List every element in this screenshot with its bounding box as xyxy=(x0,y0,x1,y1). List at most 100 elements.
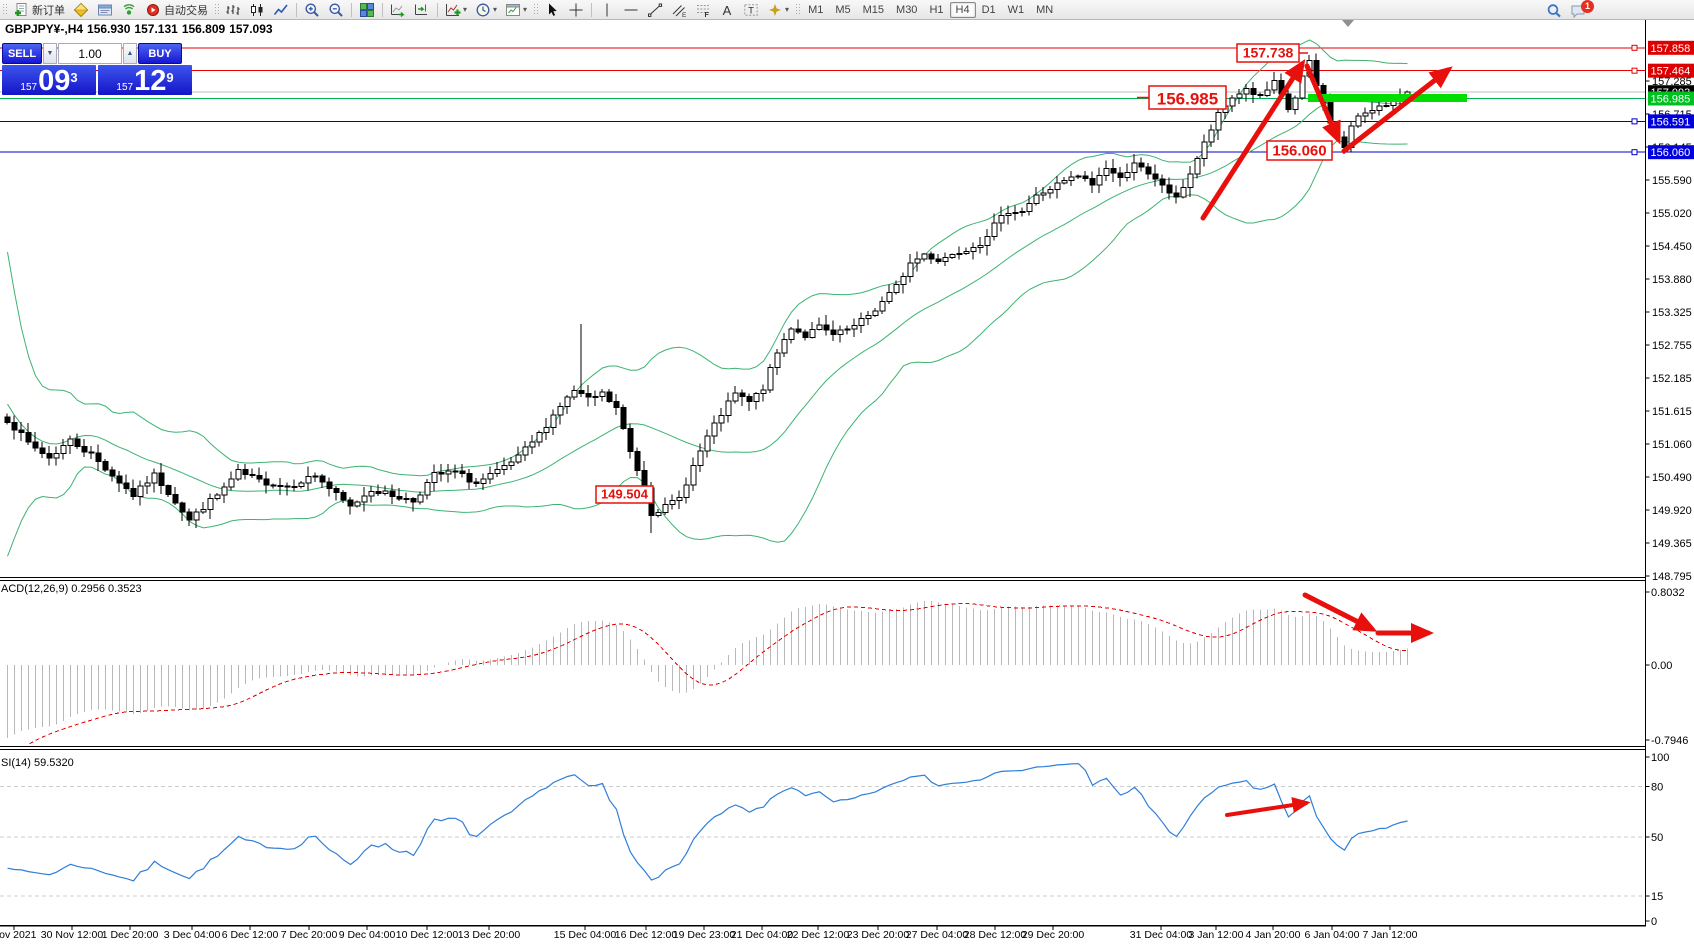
trend-arrows[interactable] xyxy=(1137,52,1453,817)
sell-price-big: 09 xyxy=(38,65,71,97)
zoom-in-button[interactable] xyxy=(300,0,324,19)
svg-text:0: 0 xyxy=(1651,916,1657,928)
zoom-out-icon xyxy=(328,2,344,18)
svg-text:6 Dec 12:00: 6 Dec 12:00 xyxy=(222,929,279,941)
chart-shift-icon xyxy=(414,2,430,18)
toolbar-separator xyxy=(591,2,593,17)
text-label-button[interactable]: T xyxy=(739,0,763,19)
cursor-button[interactable] xyxy=(540,0,564,19)
zoom-out-button[interactable] xyxy=(324,0,348,19)
horizontal-level-lines[interactable] xyxy=(0,47,1646,153)
candlestick-chart-button[interactable] xyxy=(245,0,269,19)
signals-button[interactable] xyxy=(117,0,141,19)
svg-text:22 Dec 12:00: 22 Dec 12:00 xyxy=(787,929,850,941)
metaeditor-icon xyxy=(73,2,89,18)
terminal-button[interactable] xyxy=(93,0,117,19)
open-value: 156.930 xyxy=(87,22,131,36)
price-axis[interactable]: 157.285156.715156.145155.590155.020154.4… xyxy=(1631,40,1694,583)
toolbar-grip[interactable] xyxy=(214,3,219,16)
chart-shift-marker[interactable] xyxy=(1342,20,1354,27)
new-order-icon xyxy=(13,2,29,18)
templates-button[interactable]: ▾ xyxy=(501,0,531,19)
tile-windows-button[interactable] xyxy=(355,0,379,19)
sell-price-display[interactable]: 157 09 3 xyxy=(2,65,96,97)
buy-price-sup: 9 xyxy=(166,70,174,85)
chevron-down-icon: ▾ xyxy=(785,5,790,14)
text-icon: A xyxy=(719,2,735,18)
svg-text:31 Dec 04:00: 31 Dec 04:00 xyxy=(1130,929,1193,941)
price-badge xyxy=(1648,114,1694,129)
periods-button[interactable]: ▾ xyxy=(471,0,501,19)
bar-chart-button[interactable] xyxy=(221,0,245,19)
green-highlight-bar[interactable] xyxy=(1308,94,1467,102)
chart-shift-button[interactable] xyxy=(410,0,434,19)
svg-text:27 Dec 04:00: 27 Dec 04:00 xyxy=(906,929,969,941)
svg-text:0.00: 0.00 xyxy=(1651,660,1672,672)
search-button[interactable] xyxy=(1542,1,1566,20)
timeframe-m30-button[interactable]: M30 xyxy=(896,3,918,16)
autotrading-button[interactable]: 自动交易 xyxy=(141,0,212,19)
svg-text:149.365: 149.365 xyxy=(1652,538,1692,550)
line-chart-button[interactable] xyxy=(269,0,293,19)
sell-price-sup: 3 xyxy=(70,70,78,85)
buy-price-prefix: 157 xyxy=(116,82,134,93)
timeframe-m1-button[interactable]: M1 xyxy=(808,3,824,16)
vline-icon xyxy=(599,2,615,18)
cursor-icon xyxy=(544,2,560,18)
high-value: 157.131 xyxy=(134,22,178,36)
svg-text:50: 50 xyxy=(1651,832,1663,844)
vertical-line-button[interactable] xyxy=(595,0,619,19)
svg-text:9 Dec 04:00: 9 Dec 04:00 xyxy=(339,929,396,941)
price-annotation-labels[interactable]: 157.738 156.985 156.060 149.504 xyxy=(595,43,1333,504)
toolbar-grip[interactable] xyxy=(533,3,539,16)
timeframe-m5-button[interactable]: M5 xyxy=(835,3,851,16)
toolbar-separator xyxy=(296,2,297,17)
equidistant-channel-button[interactable]: E xyxy=(667,0,691,19)
time-axis[interactable]: Nov 2021 30 Nov 12:001 Dec 20:00 3 Dec 04:… xyxy=(0,926,1418,941)
line-handle[interactable] xyxy=(1631,44,1638,51)
chevron-down-icon: ▼ xyxy=(46,50,54,57)
line-handle[interactable] xyxy=(1631,67,1638,74)
timeframe-h4-button[interactable]: H4 xyxy=(949,1,976,18)
svg-text:152.755: 152.755 xyxy=(1652,340,1692,352)
buy-price-display[interactable]: 157 12 9 xyxy=(98,65,192,96)
chevron-down-icon: ▾ xyxy=(463,5,468,14)
fibonacci-icon: F xyxy=(695,2,711,18)
auto-scroll-button[interactable] xyxy=(386,0,410,19)
main-toolbar: 新订单 自动交易 ▾ ▾ ▾ E F A T ▾ M1 M5 M15 M30 H1 H4 D1 W1 MN 1 xyxy=(0,0,1694,20)
new-order-button[interactable]: 新订单 xyxy=(9,0,69,19)
price-badge xyxy=(1648,91,1694,106)
indicators-button[interactable]: ▾ xyxy=(441,0,471,19)
timeframe-mn-button[interactable]: MN xyxy=(1036,3,1054,16)
text-button[interactable]: A xyxy=(715,0,739,19)
line-handle[interactable] xyxy=(1631,149,1638,156)
toolbar-grip[interactable] xyxy=(795,3,801,16)
timeframe-w1-button[interactable]: W1 xyxy=(1007,3,1025,16)
notifications-button[interactable]: 1 xyxy=(1566,0,1594,20)
toolbar-grip[interactable] xyxy=(2,3,7,16)
toolbar-separator xyxy=(351,2,352,17)
svg-text:1 Dec 20:00: 1 Dec 20:00 xyxy=(102,929,159,941)
volume-increase-button[interactable]: ▲ xyxy=(123,43,137,64)
macd-label: ACD(12,26,9) 0.2956 0.3523 xyxy=(1,583,142,595)
metaeditor-button[interactable] xyxy=(69,0,93,19)
trendline-button[interactable] xyxy=(643,0,667,19)
bars-chart-icon xyxy=(225,2,241,18)
timeframe-d1-button[interactable]: D1 xyxy=(981,3,996,16)
crosshair-button[interactable] xyxy=(564,0,588,19)
volume-decrease-button[interactable]: ▼ xyxy=(43,43,57,64)
fibonacci-button[interactable]: F xyxy=(691,0,715,19)
toolbar-separator xyxy=(382,2,383,17)
arrows-button[interactable]: ▾ xyxy=(763,0,793,19)
timeframe-m15-button[interactable]: M15 xyxy=(862,3,885,16)
crosshair-icon xyxy=(568,2,584,18)
timeframe-h1-button[interactable]: H1 xyxy=(929,3,944,16)
sell-button[interactable]: SELL xyxy=(2,43,42,64)
volume-input[interactable] xyxy=(58,43,122,64)
trendline-icon xyxy=(647,2,663,18)
horizontal-line-button[interactable] xyxy=(619,0,643,19)
buy-button[interactable]: BUY xyxy=(138,43,182,64)
search-icon xyxy=(1546,3,1562,19)
line-handle[interactable] xyxy=(1631,118,1638,125)
